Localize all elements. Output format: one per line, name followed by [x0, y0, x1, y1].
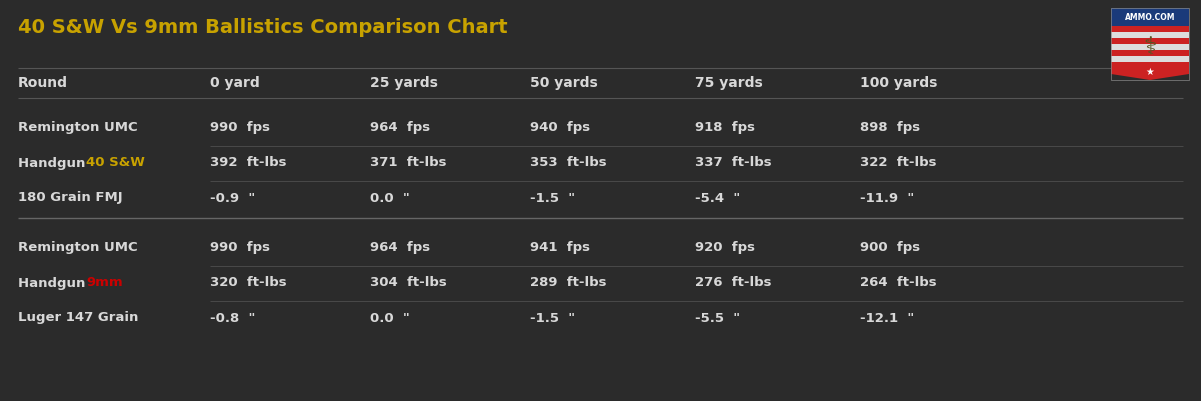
Text: -5.4  ": -5.4 " [695, 192, 740, 205]
Text: 0 yard: 0 yard [210, 76, 259, 90]
Bar [1111, 62, 1189, 68]
Text: 100 yards: 100 yards [860, 76, 937, 90]
Text: 40 S&W: 40 S&W [86, 156, 145, 170]
Bar [1111, 38, 1189, 44]
Text: -12.1  ": -12.1 " [860, 312, 914, 324]
Polygon shape [1111, 68, 1189, 80]
Text: 276  ft-lbs: 276 ft-lbs [695, 277, 771, 290]
Text: -0.8  ": -0.8 " [210, 312, 256, 324]
Bar [1111, 8, 1189, 26]
Text: 50 yards: 50 yards [530, 76, 598, 90]
Text: 918  fps: 918 fps [695, 122, 755, 134]
Text: 941  fps: 941 fps [530, 241, 590, 255]
Text: ★: ★ [1146, 67, 1154, 77]
Text: Round: Round [18, 76, 68, 90]
Text: -5.5  ": -5.5 " [695, 312, 740, 324]
Bar [1111, 50, 1189, 56]
Text: 264  ft-lbs: 264 ft-lbs [860, 277, 937, 290]
Text: 25 yards: 25 yards [370, 76, 438, 90]
Text: 320  ft-lbs: 320 ft-lbs [210, 277, 287, 290]
Text: 40 S&W Vs 9mm Ballistics Comparison Chart: 40 S&W Vs 9mm Ballistics Comparison Char… [18, 18, 508, 37]
Text: 940  fps: 940 fps [530, 122, 590, 134]
Text: -1.5  ": -1.5 " [530, 312, 575, 324]
Text: -0.9  ": -0.9 " [210, 192, 256, 205]
Text: Handgun: Handgun [18, 277, 90, 290]
Text: Luger 147 Grain: Luger 147 Grain [18, 312, 138, 324]
Bar [1111, 26, 1189, 32]
Text: 371  ft-lbs: 371 ft-lbs [370, 156, 447, 170]
Bar [1111, 32, 1189, 38]
Text: 990  fps: 990 fps [210, 122, 270, 134]
Text: 964  fps: 964 fps [370, 241, 430, 255]
Text: ⚕: ⚕ [1143, 35, 1157, 59]
Text: -11.9  ": -11.9 " [860, 192, 914, 205]
Text: 9mm: 9mm [86, 277, 123, 290]
Bar [1111, 56, 1189, 62]
Text: 900  fps: 900 fps [860, 241, 920, 255]
Text: 0.0  ": 0.0 " [370, 312, 410, 324]
Text: 0.0  ": 0.0 " [370, 192, 410, 205]
Text: -1.5  ": -1.5 " [530, 192, 575, 205]
Text: 304  ft-lbs: 304 ft-lbs [370, 277, 447, 290]
Text: 75 yards: 75 yards [695, 76, 763, 90]
Text: 180 Grain FMJ: 180 Grain FMJ [18, 192, 123, 205]
Text: Handgun: Handgun [18, 156, 90, 170]
Text: 990  fps: 990 fps [210, 241, 270, 255]
Text: 392  ft-lbs: 392 ft-lbs [210, 156, 287, 170]
Text: 898  fps: 898 fps [860, 122, 920, 134]
Text: Remington UMC: Remington UMC [18, 241, 138, 255]
Bar [1111, 44, 1189, 50]
Text: 322  ft-lbs: 322 ft-lbs [860, 156, 937, 170]
Text: 289  ft-lbs: 289 ft-lbs [530, 277, 607, 290]
Bar [1111, 8, 1189, 80]
Text: 920  fps: 920 fps [695, 241, 755, 255]
Text: Remington UMC: Remington UMC [18, 122, 138, 134]
Text: 353  ft-lbs: 353 ft-lbs [530, 156, 607, 170]
Text: 964  fps: 964 fps [370, 122, 430, 134]
Text: AMMO.COM: AMMO.COM [1125, 12, 1176, 22]
Text: 337  ft-lbs: 337 ft-lbs [695, 156, 771, 170]
